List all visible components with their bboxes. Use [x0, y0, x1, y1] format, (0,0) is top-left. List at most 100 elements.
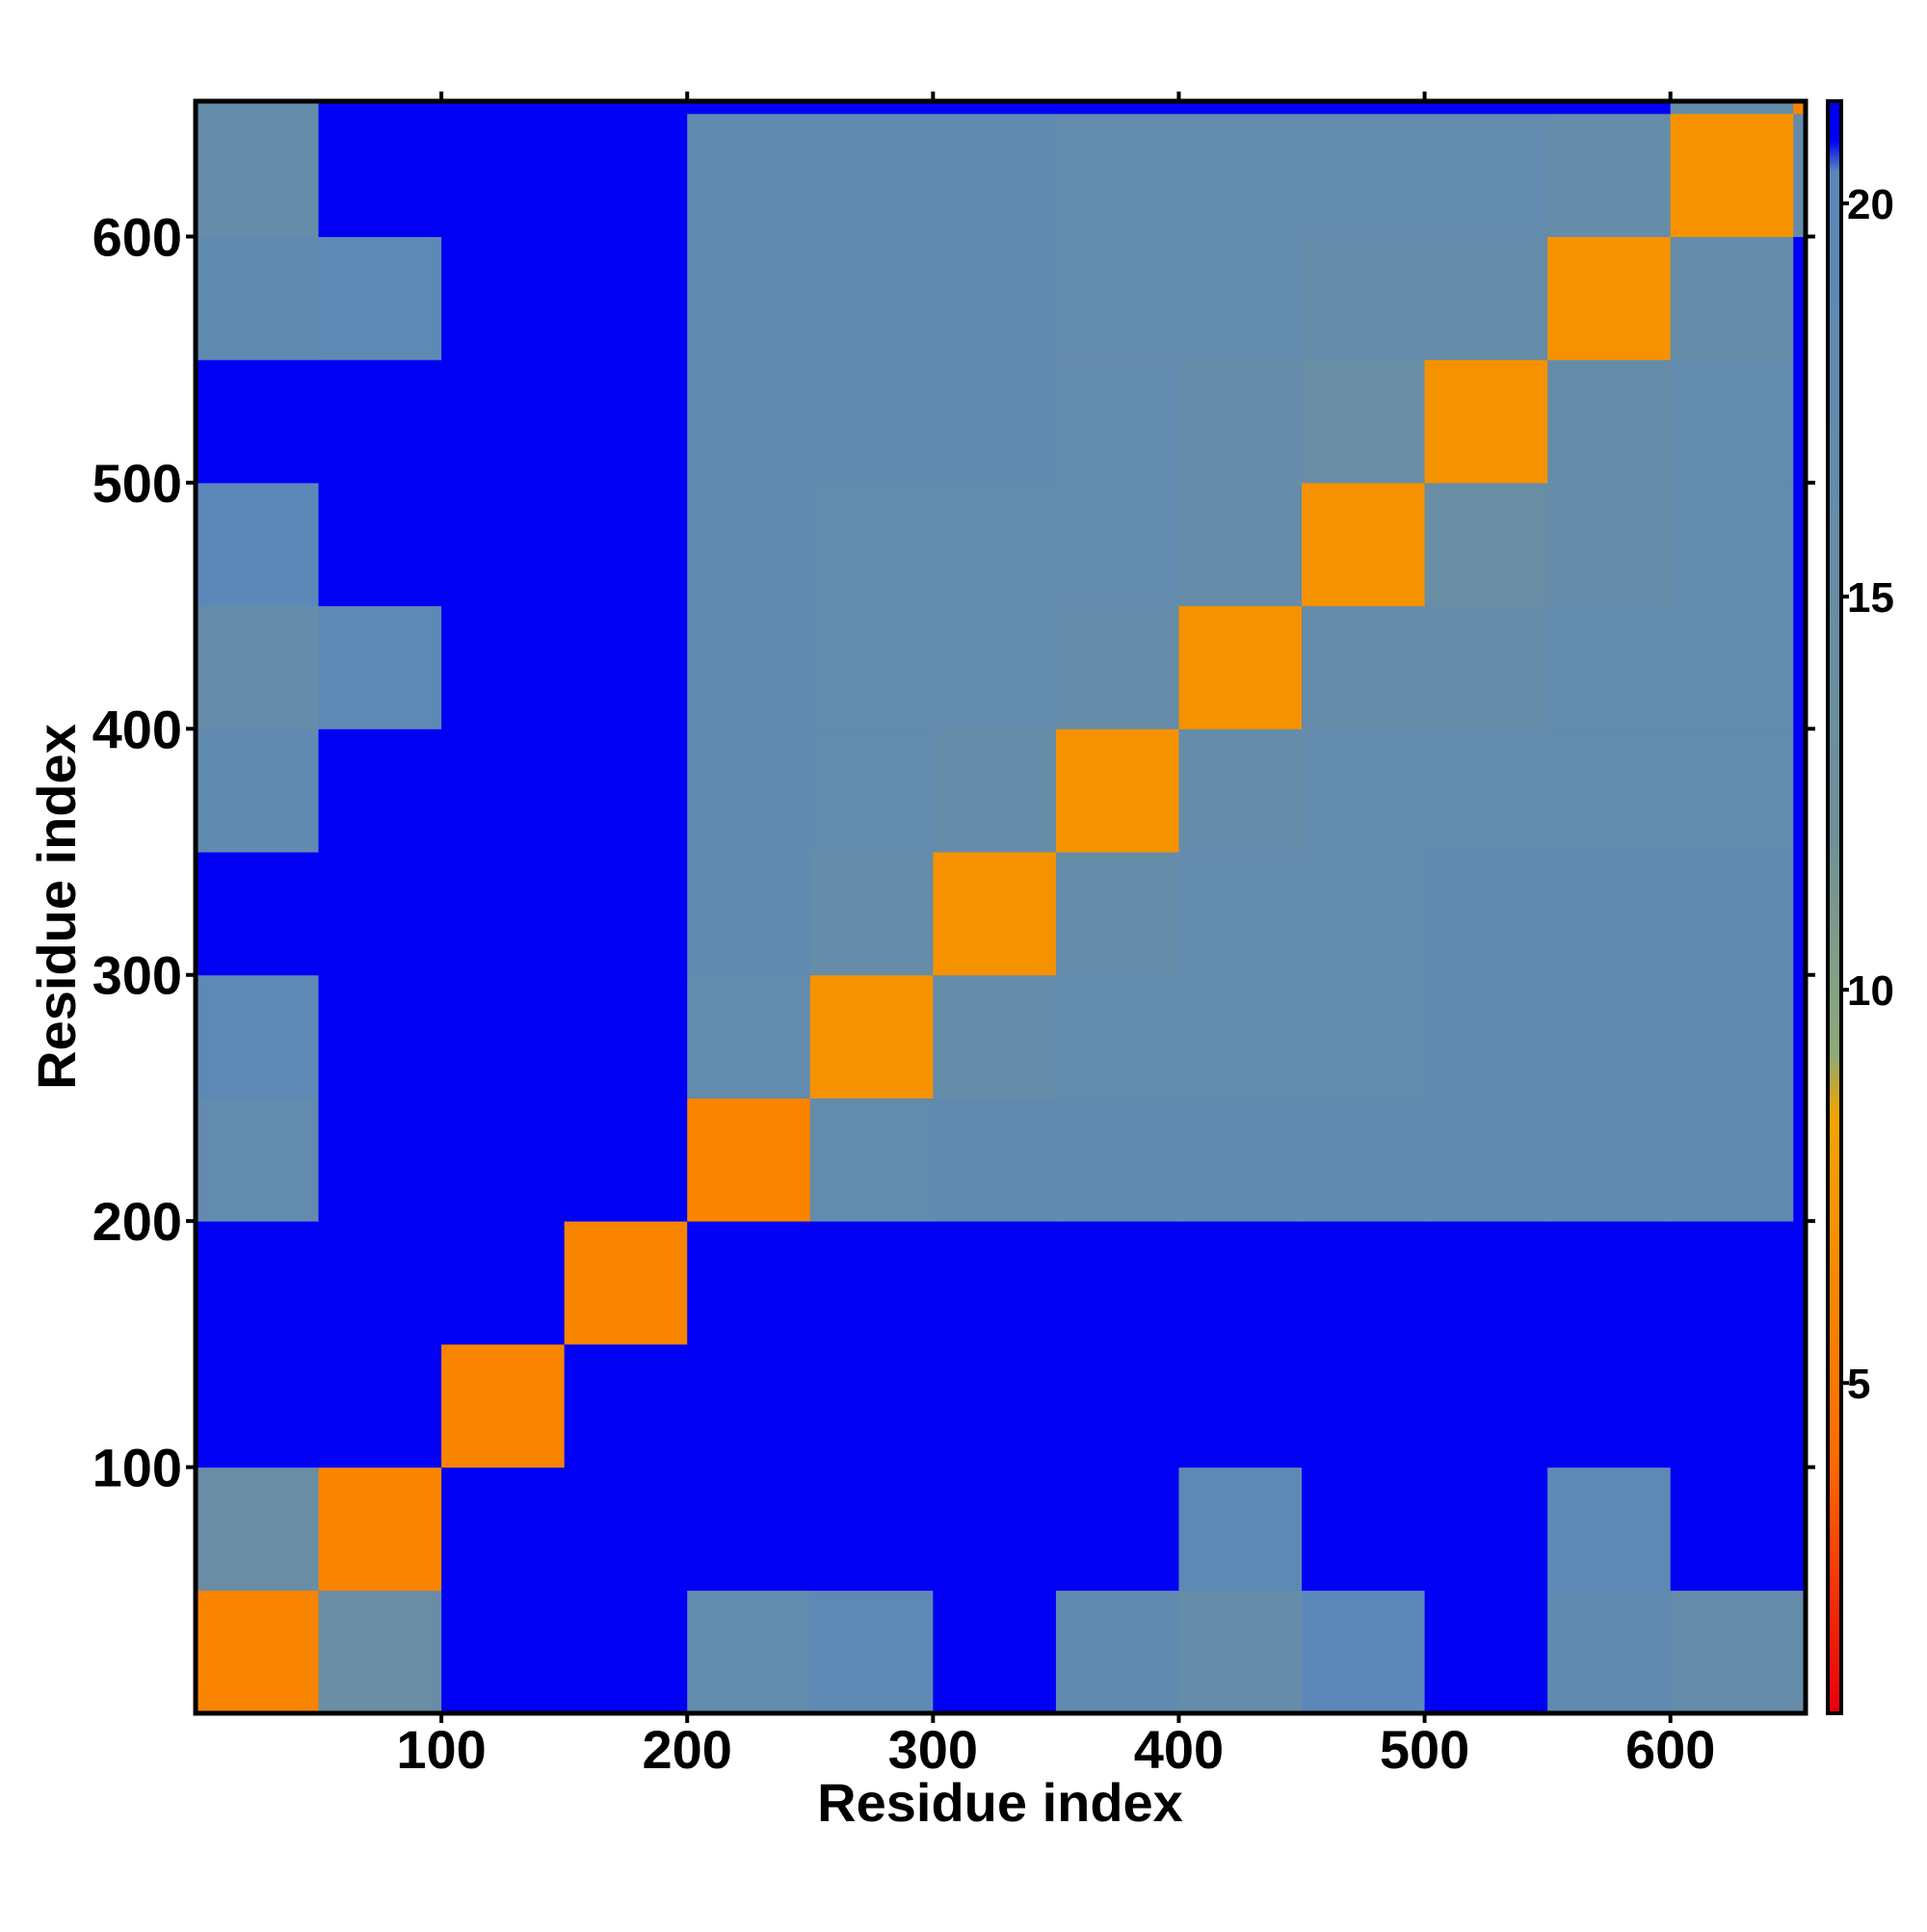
heat-cell [1547, 852, 1672, 976]
heat-cell [441, 359, 566, 484]
y-tick-label: 300 [92, 945, 182, 1006]
heat-cell [1302, 113, 1426, 237]
heat-cell [809, 113, 934, 237]
x-axis-label: Residue index [817, 1772, 1183, 1833]
y-tick-label: 600 [92, 206, 182, 267]
heat-cell [809, 482, 934, 607]
heat-cell [1547, 359, 1672, 484]
heat-cell [564, 113, 688, 237]
heat-cell [933, 1467, 1057, 1591]
heat-cell [1793, 113, 1807, 237]
x-tick-label: 200 [643, 1719, 732, 1780]
heat-cell [933, 101, 1057, 115]
heat-cell [1302, 1221, 1426, 1345]
heat-cell [1547, 1467, 1672, 1591]
heat-cell [1055, 236, 1179, 360]
heat-cell [441, 482, 566, 607]
heat-cell [1424, 101, 1548, 115]
heat-cell [1424, 1590, 1548, 1714]
heat-cell [687, 359, 811, 484]
heat-cell [196, 728, 320, 853]
y-axis-label: Residue index [26, 724, 87, 1090]
heat-cell [1670, 974, 1794, 1098]
heat-cell [809, 359, 934, 484]
heat-cell [318, 605, 442, 729]
heat-cell [196, 974, 320, 1098]
heat-cell [196, 1467, 320, 1591]
heat-cell [1302, 1467, 1426, 1591]
heat-cell [933, 728, 1057, 853]
heat-cell [1178, 1221, 1303, 1345]
heat-cell [1547, 1590, 1672, 1714]
heat-cell [1055, 852, 1179, 976]
y-tick-label: 500 [92, 453, 182, 514]
heat-cell [1424, 236, 1548, 360]
heat-cell [1055, 605, 1179, 729]
heat-cell [1670, 113, 1794, 237]
heat-cell [687, 1590, 811, 1714]
heat-cell [1793, 482, 1807, 607]
heat-cell [318, 1221, 442, 1345]
heat-cell [1424, 113, 1548, 237]
heat-cell [564, 101, 688, 115]
heat-cell [564, 236, 688, 360]
heat-cell [1670, 1098, 1794, 1222]
heat-cell [933, 605, 1057, 729]
heat-cell [1302, 236, 1426, 360]
heat-cell [196, 359, 320, 484]
heat-cell [1793, 236, 1807, 360]
heat-cell [809, 1343, 934, 1469]
heat-cell [1670, 1221, 1794, 1345]
heat-cell [809, 974, 934, 1098]
y-tick-label: 100 [92, 1438, 182, 1498]
heat-cell [1424, 359, 1548, 484]
heat-cell [809, 236, 934, 360]
heat-cell [1547, 236, 1672, 360]
colorbar-tick-label: 20 [1847, 181, 1894, 228]
heat-cell [687, 1098, 811, 1222]
heat-cell [1302, 1343, 1426, 1469]
heat-cell [1178, 236, 1303, 360]
heat-cell [318, 728, 442, 853]
heat-cell [441, 605, 566, 729]
heat-cell [441, 1343, 566, 1469]
heat-cell [1055, 728, 1179, 853]
heat-cell [1178, 1098, 1303, 1222]
heat-cell [564, 1221, 688, 1345]
colorbar-tick-label: 10 [1847, 967, 1894, 1015]
heat-cell [1670, 852, 1794, 976]
heat-cell [1793, 605, 1807, 729]
heat-cell [1793, 1467, 1807, 1591]
heat-cell [687, 236, 811, 360]
heat-cell [318, 482, 442, 607]
heat-cell [564, 1098, 688, 1222]
heat-cell [933, 1343, 1057, 1469]
heat-cell [687, 852, 811, 976]
heat-cell [933, 852, 1057, 976]
heat-cell [1302, 482, 1426, 607]
heat-cell [1424, 1467, 1548, 1591]
heat-cell [687, 101, 811, 115]
heat-cell [933, 359, 1057, 484]
heat-cell [1055, 359, 1179, 484]
x-tick-label: 500 [1380, 1719, 1469, 1780]
heat-cell [1178, 101, 1303, 115]
heat-cell [1055, 1467, 1179, 1591]
heat-cell [1178, 1467, 1303, 1591]
heat-cell [1178, 482, 1303, 607]
heat-cell [1055, 101, 1179, 115]
heat-cell [1178, 1343, 1303, 1469]
heat-cell [809, 1467, 934, 1591]
heat-cell [564, 1467, 688, 1591]
heat-cell [1424, 852, 1548, 976]
heat-cell [687, 974, 811, 1098]
heat-cell [1055, 1590, 1179, 1714]
heat-cell [1670, 1467, 1794, 1591]
heat-cell [809, 1221, 934, 1345]
heat-cell [318, 1343, 442, 1469]
heat-cell [441, 101, 566, 115]
heat-cell [687, 1221, 811, 1345]
heat-cell [1547, 974, 1672, 1098]
